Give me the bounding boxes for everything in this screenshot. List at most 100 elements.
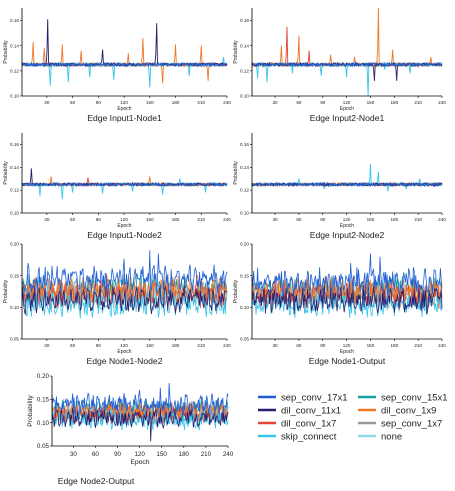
x-tick-label: 120 <box>120 343 128 348</box>
legend-item-sep-conv-15x1: sep_conv_15x1 <box>358 392 448 403</box>
x-tick-label: 90 <box>320 100 326 105</box>
x-tick-label: 120 <box>343 100 351 105</box>
y-tick-label: 0.15 <box>37 396 50 403</box>
x-axis-label: Epoch <box>117 223 131 229</box>
series-line-sep-conv-17x1 <box>21 181 228 188</box>
y-tick-label: 0.20 <box>37 373 50 380</box>
x-tick-label: 120 <box>120 100 128 105</box>
series-line-dil-conv-1x9 <box>51 400 229 422</box>
y-tick-label: 0.10 <box>10 211 19 216</box>
x-tick-label: 180 <box>172 100 180 105</box>
y-tick-label: 0.10 <box>10 305 19 310</box>
chart-title: Edge Input2-Node1 <box>310 113 385 123</box>
y-tick-label: 0.12 <box>240 68 249 73</box>
x-axis-label: Epoch <box>130 459 149 466</box>
y-tick-label: 0.05 <box>10 337 19 342</box>
y-tick-label: 0.10 <box>37 420 50 427</box>
x-tick-label: 210 <box>414 100 422 105</box>
chart-panel-2: 30 60 90 120 150 180 210 240 0.10 0.12 0.14 0.16 Epo… <box>233 7 446 123</box>
series-line-skip-connect <box>251 61 443 97</box>
y-axis-label: Probability <box>3 40 9 64</box>
y-tick-label: 0.10 <box>240 94 249 99</box>
x-tick-label: 240 <box>223 217 231 222</box>
x-tick-label: 60 <box>92 451 99 458</box>
legend-item-dil-conv-1x7: dil_conv_1x7 <box>258 418 336 429</box>
legend-item-sep-conv-17x1: sep_conv_17x1 <box>258 392 348 403</box>
y-tick-label: 0.10 <box>240 211 249 216</box>
y-tick-label: 0.15 <box>10 273 19 278</box>
y-tick-label: 0.14 <box>240 43 249 48</box>
x-axis-label: Epoch <box>340 349 354 355</box>
series-line-sep-conv-17x1 <box>21 250 228 295</box>
legend-label: dil_conv_1x9 <box>381 405 436 416</box>
y-tick-label: 0.14 <box>240 165 249 170</box>
x-tick-label: 30 <box>272 100 278 105</box>
y-tick-label: 0.10 <box>10 94 19 99</box>
x-tick-label: 30 <box>272 343 278 348</box>
legend-label: skip_connect <box>281 431 337 442</box>
x-tick-label: 90 <box>320 343 326 348</box>
chart-title: Edge Input1-Node2 <box>87 230 162 240</box>
legend-item-none: none <box>358 431 402 442</box>
chart-panel-4: 30 60 90 120 150 180 210 240 0.10 0.12 0.14 0.16 Epo… <box>233 133 446 240</box>
x-tick-label: 120 <box>343 343 351 348</box>
x-tick-label: 30 <box>44 100 50 105</box>
x-tick-label: 60 <box>70 343 76 348</box>
x-tick-label: 210 <box>197 100 205 105</box>
x-tick-label: 90 <box>114 451 121 458</box>
x-tick-label: 240 <box>223 343 231 348</box>
legend-label: sep_conv_1x7 <box>381 418 442 429</box>
y-tick-label: 0.15 <box>240 273 249 278</box>
series-line-dil-conv-1x9 <box>251 274 443 306</box>
x-tick-label: 240 <box>438 217 446 222</box>
series-line-dil-conv-11x1 <box>21 285 228 315</box>
x-tick-label: 30 <box>70 451 77 458</box>
x-tick-label: 60 <box>296 217 302 222</box>
legend-label: none <box>381 431 402 442</box>
chart-panel-7: 30 60 90 120 150 180 210 240 0.05 0.10 0.15 0.20 Epo… <box>27 373 234 486</box>
x-tick-label: 180 <box>390 343 398 348</box>
legend-label: sep_conv_17x1 <box>281 392 348 403</box>
y-axis-label: Probability <box>3 161 9 185</box>
chart-title: Edge Node2-Output <box>58 476 135 486</box>
x-tick-label: 60 <box>70 100 76 105</box>
x-tick-label: 150 <box>367 100 375 105</box>
x-tick-label: 150 <box>146 217 154 222</box>
series-line-sep-conv-17x1 <box>51 382 229 415</box>
legend-item-dil-conv-1x9: dil_conv_1x9 <box>358 405 436 416</box>
x-tick-label: 150 <box>367 343 375 348</box>
x-tick-label: 180 <box>390 217 398 222</box>
chart-title: Edge Node1-Output <box>309 356 386 366</box>
y-tick-label: 0.10 <box>240 305 249 310</box>
y-axis-label: Probability <box>233 40 239 64</box>
legend-item-sep-conv-1x7: sep_conv_1x7 <box>358 418 442 429</box>
series-line-dil-conv-11x1 <box>51 407 229 442</box>
y-axis-label: Probability <box>3 279 9 303</box>
x-tick-label: 240 <box>438 343 446 348</box>
chart-panel-1: 30 60 90 120 150 180 210 240 0.10 0.12 0.14 0.16 Epo… <box>3 8 231 123</box>
y-axis-label: Probability <box>27 395 34 427</box>
y-tick-label: 0.05 <box>240 337 249 342</box>
chart-panel-5: 30 60 90 120 150 180 210 240 0.05 0.10 0.15 0.20 Epo… <box>3 242 231 366</box>
x-tick-label: 150 <box>367 217 375 222</box>
series-line-sep-conv-17x1 <box>21 61 228 68</box>
x-axis-label: Epoch <box>117 349 131 355</box>
x-tick-label: 90 <box>96 217 102 222</box>
y-tick-label: 0.12 <box>240 188 249 193</box>
series-line-skip-connect <box>21 56 228 88</box>
x-tick-label: 210 <box>201 451 212 458</box>
y-axis-label: Probability <box>233 161 239 185</box>
x-tick-label: 90 <box>320 217 326 222</box>
x-tick-label: 210 <box>414 217 422 222</box>
x-tick-label: 60 <box>296 343 302 348</box>
series-line-skip-connect <box>21 178 228 200</box>
series-line-dil-conv-1x9 <box>251 7 443 68</box>
chart-title: Edge Node1-Node2 <box>87 356 163 366</box>
x-tick-label: 120 <box>120 217 128 222</box>
y-tick-label: 0.16 <box>10 18 19 23</box>
x-axis-label: Epoch <box>340 106 354 112</box>
y-tick-label: 0.05 <box>37 443 50 450</box>
series-line-dil-conv-11x1 <box>251 284 443 315</box>
legend-label: dil_conv_1x7 <box>281 418 336 429</box>
x-axis-label: Epoch <box>117 106 131 112</box>
